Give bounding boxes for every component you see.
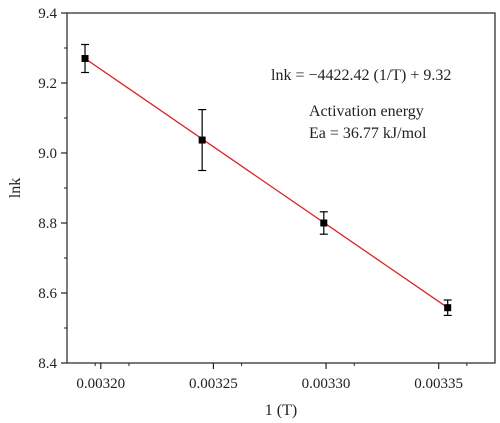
y-tick-label: 8.4 (38, 356, 57, 372)
y-tick-label: 9.2 (38, 76, 57, 92)
data-point (444, 304, 452, 312)
y-tick-label: 9.4 (38, 6, 57, 22)
x-tick-label: 0.00325 (189, 376, 238, 392)
y-tick-label: 9.0 (38, 146, 57, 162)
activation-energy-label: Activation energy (309, 103, 424, 120)
y-tick-label: 8.6 (38, 286, 57, 302)
data-point (320, 219, 328, 227)
y-axis-label: lnk (7, 178, 24, 198)
data-point (198, 136, 206, 144)
fit-line (84, 57, 449, 309)
data-point (81, 55, 89, 62)
fit-line-group (84, 57, 449, 309)
plot-frame (66, 12, 496, 364)
activation-energy-value: Ea = 36.77 kJ/mol (309, 125, 427, 142)
data-points (81, 43, 452, 316)
x-tick-label: 0.00330 (302, 376, 351, 392)
x-axis-label: 1 (T) (265, 402, 297, 419)
y-tick-label: 8.8 (38, 216, 57, 232)
fit-equation: lnk = −4422.42 (1/T) + 9.32 (271, 67, 451, 84)
x-tick-label: 0.00320 (76, 376, 125, 392)
x-tick-label: 0.00335 (414, 376, 463, 392)
ticks: 0.00320 0.00325 0.00330 0.00335 8.4 8.6 8.8 9.0… (38, 6, 468, 392)
